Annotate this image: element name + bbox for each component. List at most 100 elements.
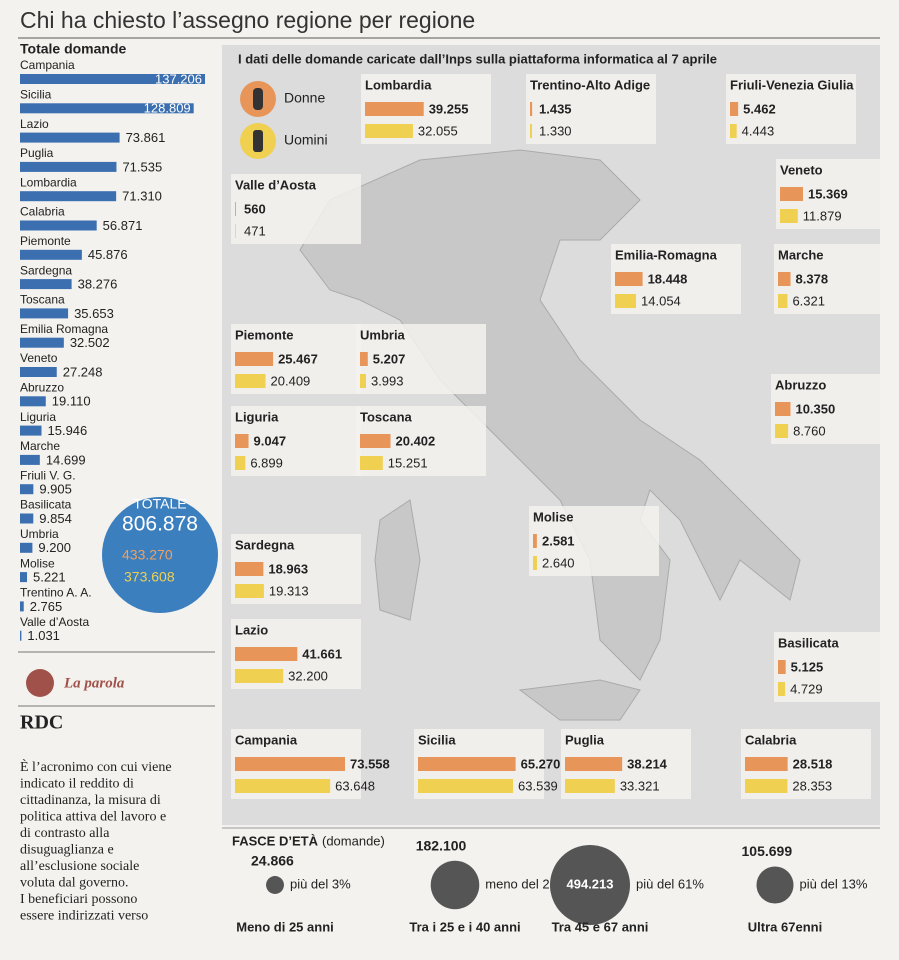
- glossary-line: cittadinanza, la misura di: [20, 793, 161, 808]
- uomini-bar: [530, 124, 532, 138]
- uomini-bar: [360, 374, 366, 388]
- uomini-bar: [360, 456, 383, 470]
- region-label: Basilicata: [20, 498, 72, 512]
- total-bar: [20, 132, 120, 143]
- uomini-bar: [235, 779, 331, 793]
- region-box: [526, 74, 656, 144]
- region-name: Valle d’Aosta: [235, 177, 317, 192]
- value-label: 73.861: [126, 130, 166, 145]
- uomini-bar: [235, 224, 236, 238]
- legend-figure: [253, 88, 263, 110]
- uomini-bar: [615, 294, 637, 308]
- region-label: Sardegna: [20, 263, 72, 277]
- region-label: Abruzzo: [20, 380, 64, 394]
- total-value: 806.878: [122, 513, 198, 536]
- age-count: 24.866: [251, 853, 294, 869]
- value-label: 20.409: [271, 373, 311, 388]
- value-label: 10.350: [795, 401, 835, 416]
- value-label: 5.125: [791, 659, 824, 674]
- total-bar: [20, 572, 28, 583]
- value-label: 14.699: [46, 452, 86, 467]
- map-heading: I dati delle domande caricate dall’Inps …: [238, 51, 717, 66]
- region-box: [231, 174, 361, 244]
- value-label: 9.905: [39, 482, 72, 497]
- total-bar: [20, 601, 24, 612]
- uomini-bar: [778, 682, 786, 696]
- value-label: 5.462: [743, 101, 776, 116]
- age-count: 494.213: [567, 876, 614, 891]
- value-label: 15.369: [808, 186, 848, 201]
- region-name: Trentino-Alto Adige: [530, 77, 650, 92]
- total-bar: [20, 513, 34, 524]
- region-label: Molise: [20, 556, 55, 570]
- value-label: 137.206: [155, 71, 202, 86]
- region-label: Calabria: [20, 205, 65, 219]
- age-label: Ultra 67enni: [748, 919, 822, 934]
- value-label: 65.270: [521, 756, 561, 771]
- kicker-dot: [26, 669, 54, 697]
- glossary-line: essere indirizzati verso: [20, 909, 148, 924]
- region-label: Puglia: [20, 146, 54, 160]
- total-bar: [20, 103, 194, 114]
- total-bar: [20, 630, 22, 641]
- term: RDC: [20, 712, 63, 734]
- value-label: 2.765: [30, 599, 63, 614]
- region-label: Sicilia: [20, 87, 52, 101]
- value-label: 2.581: [542, 533, 575, 548]
- age-label: Meno di 25 anni: [236, 919, 334, 934]
- total-bar: [20, 308, 69, 319]
- uomini-bar: [775, 424, 789, 438]
- total-donne: 433.270: [122, 547, 173, 563]
- region-name: Sardegna: [235, 537, 295, 552]
- value-label: 63.539: [518, 778, 558, 793]
- total-bar: [20, 74, 205, 84]
- region-label: Emilia Romagna: [20, 322, 108, 336]
- glossary-line: di contrasto alla: [20, 826, 110, 841]
- region-name: Molise: [533, 509, 573, 524]
- age-share: meno del 23%: [485, 876, 569, 891]
- value-label: 32.502: [70, 335, 110, 350]
- value-label: 15.946: [48, 423, 88, 438]
- region-label: Umbria: [20, 527, 59, 541]
- value-label: 18.448: [648, 271, 688, 286]
- value-label: 18.963: [268, 561, 308, 576]
- region-name: Friuli-Venezia Giulia: [730, 77, 854, 92]
- region-name: Liguria: [235, 409, 279, 424]
- value-label: 9.200: [38, 540, 71, 555]
- age-bubble: [550, 845, 630, 925]
- value-label: 4.443: [742, 123, 775, 138]
- value-label: 1.435: [539, 101, 572, 116]
- value-label: 28.518: [793, 756, 833, 771]
- donne-bar: [730, 102, 739, 116]
- donne-bar: [778, 660, 786, 674]
- region-name: Campania: [235, 732, 298, 747]
- donne-bar: [235, 562, 264, 576]
- value-label: 35.653: [74, 306, 114, 321]
- uomini-bar: [235, 584, 264, 598]
- value-label: 4.729: [790, 681, 823, 696]
- region-label: Marche: [20, 439, 60, 453]
- total-bar: [20, 337, 64, 348]
- value-label: 41.661: [302, 646, 342, 661]
- region-name: Umbria: [360, 327, 406, 342]
- total-bar: [20, 191, 117, 202]
- region-label: Trentino A. A.: [20, 586, 92, 600]
- donne-bar: [235, 352, 274, 366]
- region-box: [774, 244, 899, 314]
- donne-bar: [565, 757, 623, 771]
- uomini-bar: [780, 209, 798, 223]
- value-label: 32.200: [288, 668, 328, 683]
- value-label: 6.321: [792, 293, 825, 308]
- map-sicily: [518, 679, 641, 721]
- value-label: 25.467: [278, 351, 318, 366]
- region-name: Emilia-Romagna: [615, 247, 718, 262]
- region-box: [771, 374, 899, 444]
- age-count: 105.699: [742, 843, 793, 859]
- region-label: Campania: [20, 58, 75, 72]
- uomini-bar: [778, 294, 788, 308]
- region-name: Basilicata: [778, 635, 839, 650]
- value-label: 2.640: [542, 555, 575, 570]
- kicker: La parola: [63, 675, 125, 691]
- total-bar: [20, 249, 82, 260]
- uomini-bar: [235, 374, 266, 388]
